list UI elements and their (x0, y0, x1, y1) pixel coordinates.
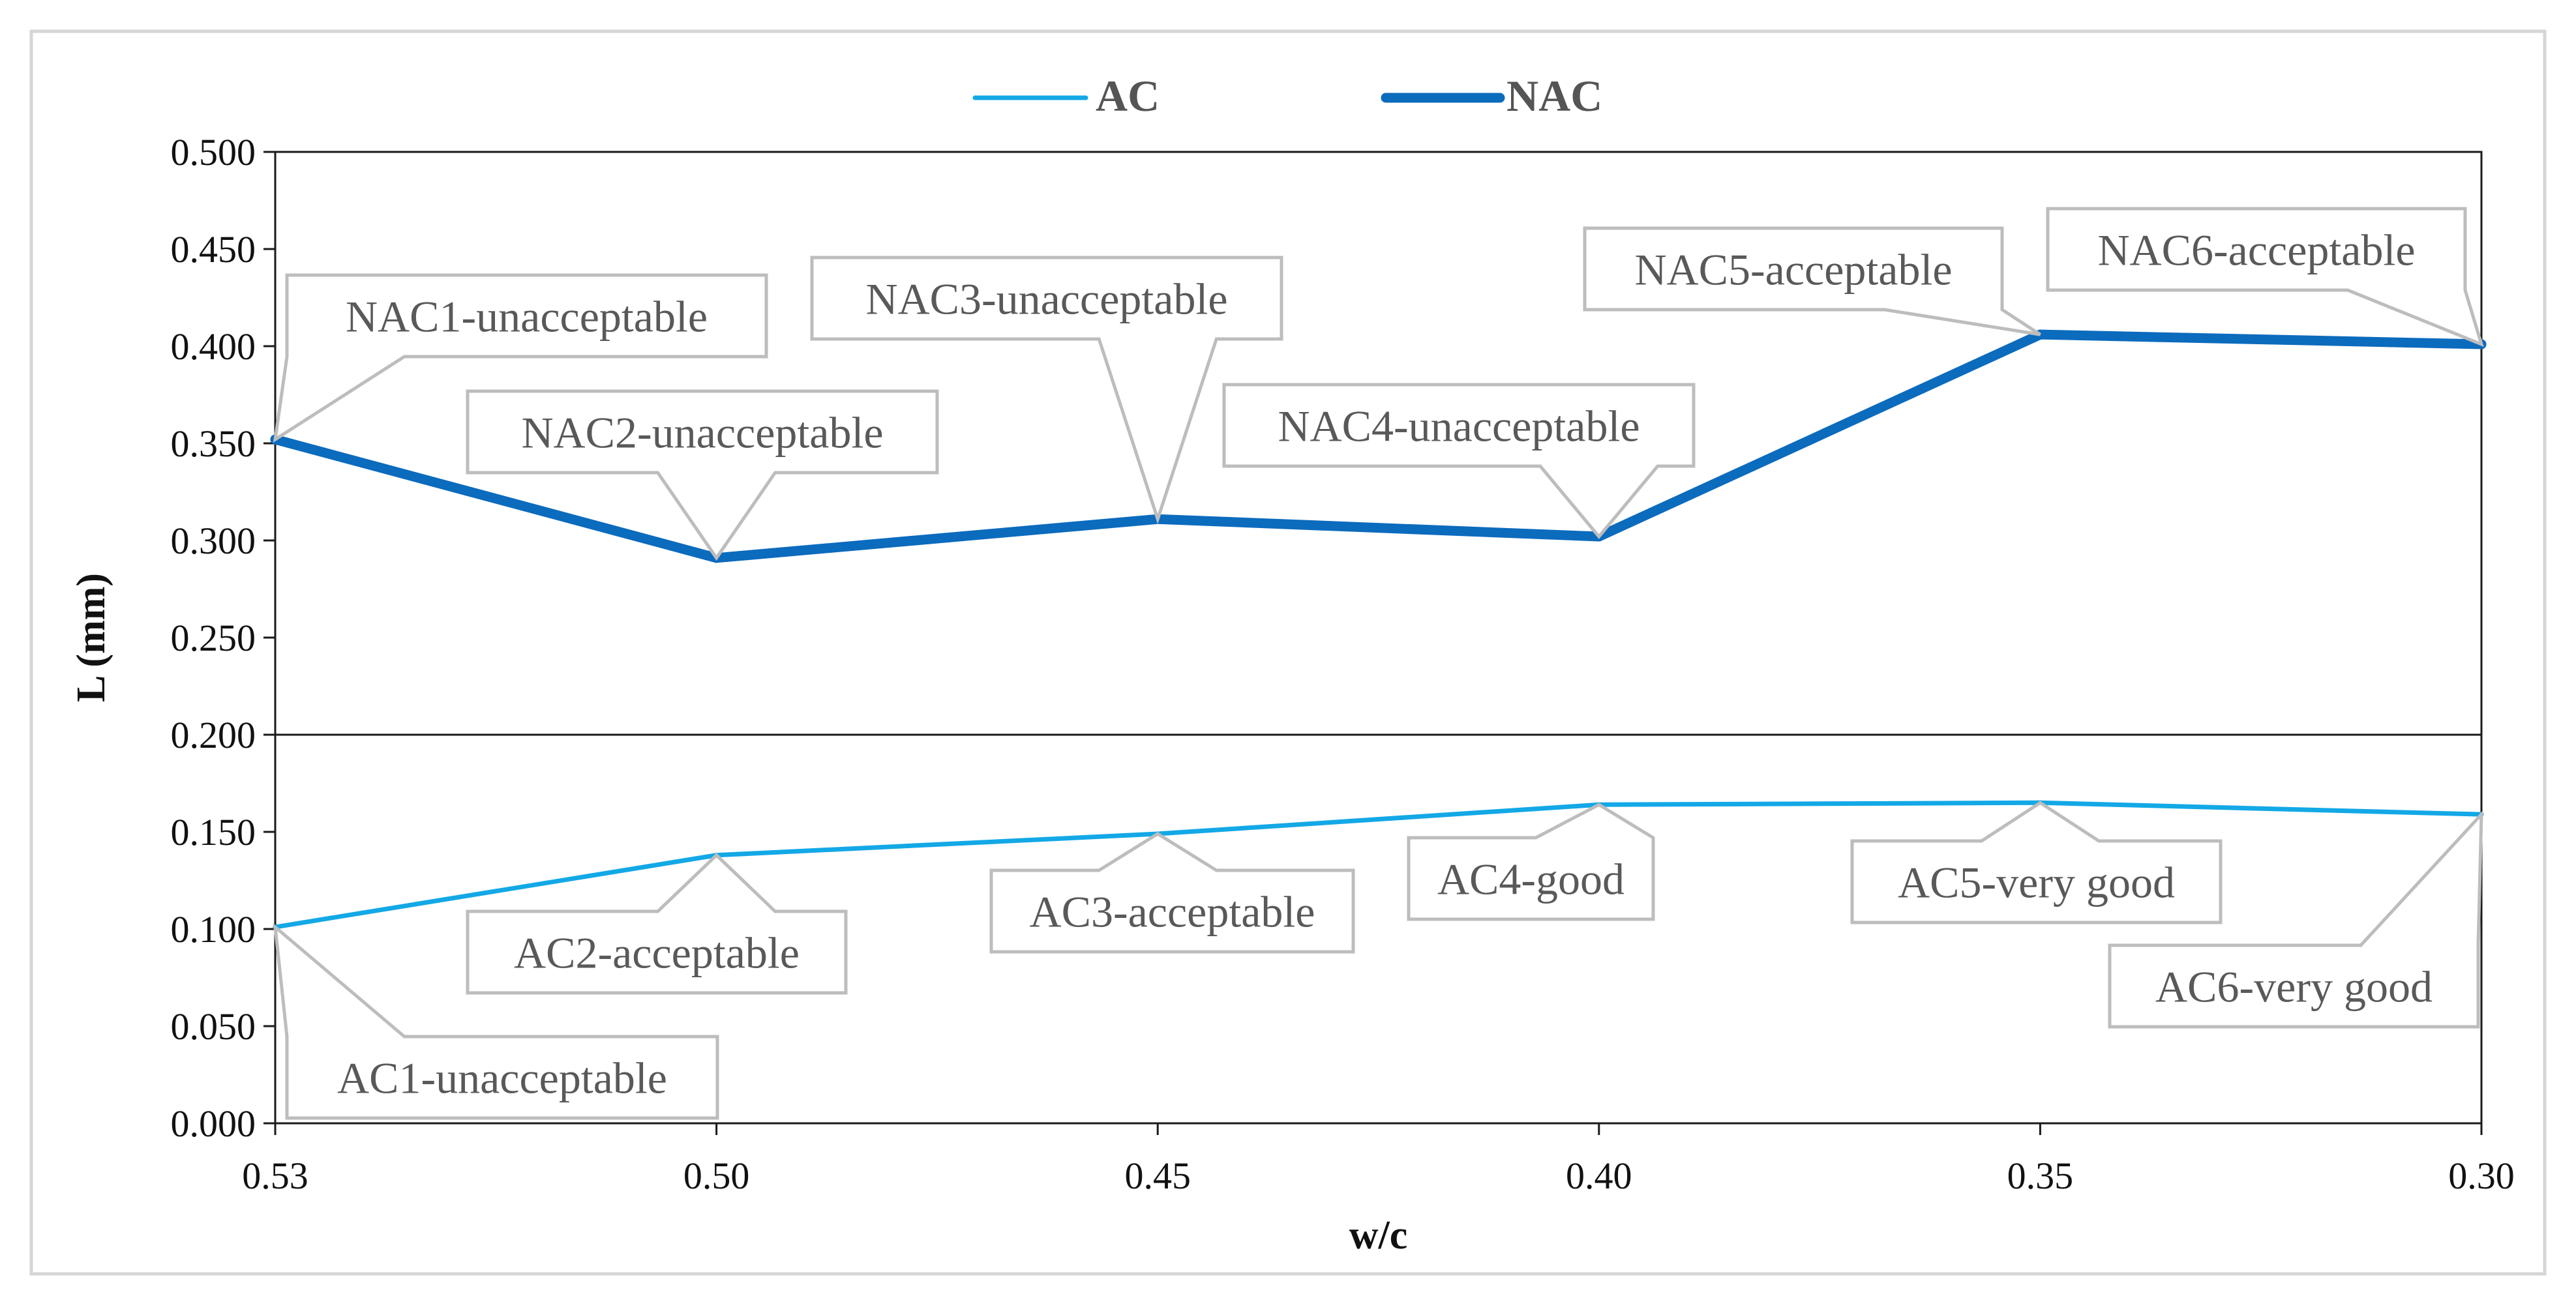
legend: AC NAC (972, 71, 1602, 121)
y-tick-label: 0.100 (171, 908, 256, 951)
x-tick-label: 0.45 (1124, 1155, 1191, 1197)
y-tick-label: 0.500 (171, 131, 256, 173)
y-tick-label: 0.150 (171, 811, 256, 853)
callout-box-ac (273, 923, 719, 1120)
series-line-ac (273, 800, 2484, 930)
data-label-ac: AC2-acceptable (514, 928, 800, 978)
x-tick-label: 0.53 (242, 1155, 308, 1197)
callout-box-nac (273, 273, 768, 443)
x-tick-label: 0.30 (2448, 1155, 2515, 1197)
callout-box-nac (2046, 207, 2484, 347)
callout-box-nac (810, 256, 1283, 525)
callout-box-nac (1222, 383, 1696, 539)
y-axis-title: L (mm) (69, 573, 113, 702)
data-label-callouts: AC1-unacceptable AC2-acceptable AC3-accept… (273, 207, 2484, 1120)
y-tick-label: 0.350 (171, 422, 256, 465)
data-label-ac: AC6-very good (2155, 962, 2433, 1012)
data-label-ac: AC5-very good (1898, 858, 2175, 907)
data-label-ac: AC3-acceptable (1030, 887, 1315, 937)
x-tick-label: 0.40 (1566, 1155, 1632, 1197)
data-label-nac: NAC3-unacceptable (865, 274, 1227, 324)
x-tick-label: 0.50 (683, 1155, 750, 1197)
x-tick-label: 0.35 (2007, 1155, 2074, 1197)
data-label-nac: NAC4-unacceptable (1278, 402, 1640, 451)
y-tick-label: 0.400 (171, 325, 256, 368)
callout-box-ac (989, 832, 1355, 954)
y-tick-label: 0.000 (171, 1102, 256, 1145)
callout-box-nac (466, 389, 939, 561)
callout-box-ac (466, 853, 848, 995)
callout-box-ac (1407, 803, 1655, 921)
y-tick-label: 0.450 (171, 228, 256, 271)
axes: 0.0000.0500.1000.1500.2000.2500.3000.350… (69, 131, 2515, 1258)
legend-label-nac: NAC (1506, 71, 1602, 121)
series-line-nac (270, 329, 2487, 563)
y-tick-label: 0.050 (171, 1005, 256, 1048)
data-label-nac: NAC5-acceptable (1634, 245, 1952, 295)
x-axis-title: w/c (1349, 1213, 1408, 1258)
data-label-nac: NAC2-unacceptable (521, 408, 883, 458)
y-tick-label: 0.300 (171, 520, 256, 562)
y-tick-label: 0.200 (171, 714, 256, 756)
data-label-nac: NAC6-acceptable (2097, 226, 2415, 275)
data-label-nac: NAC1-unacceptable (346, 292, 708, 342)
y-tick-label: 0.250 (171, 617, 256, 659)
legend-label-ac: AC (1096, 71, 1160, 121)
callout-box-ac (2108, 810, 2483, 1029)
data-label-ac: AC1-unacceptable (337, 1054, 667, 1103)
data-label-ac: AC4-good (1437, 855, 1625, 904)
callout-box-ac (1850, 801, 2223, 924)
callout-box-nac (1583, 226, 2041, 336)
